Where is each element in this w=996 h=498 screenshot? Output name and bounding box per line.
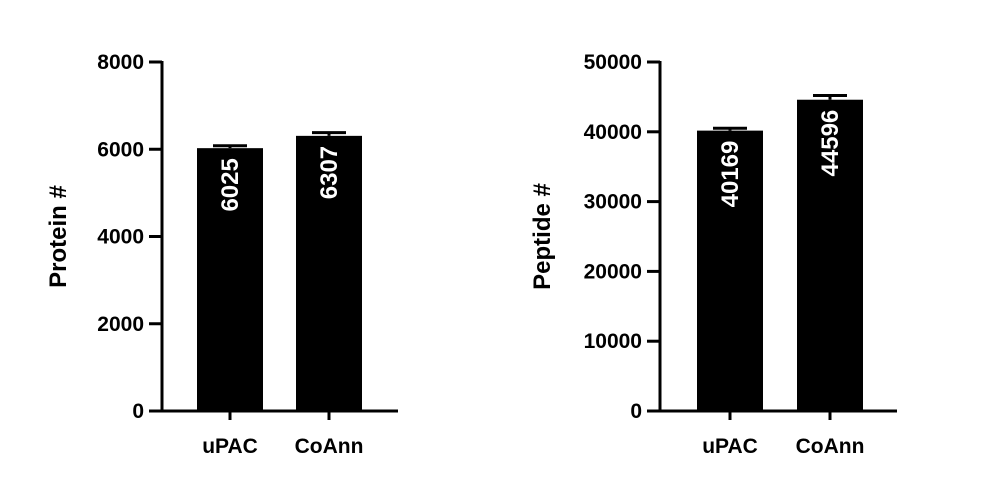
y-tick-label: 10000 [584,330,642,353]
y-tick-label: 2000 [97,313,144,336]
bar-value-label: 40169 [717,141,744,208]
bar-value-label: 6307 [316,146,343,199]
x-tick-label: uPAC [202,435,258,458]
y-tick-label: 20000 [584,260,642,283]
x-tick-label: CoAnn [295,435,364,458]
bar [697,130,763,412]
bar [197,148,263,412]
x-tick-label: CoAnn [796,435,865,458]
y-tick-label: 50000 [584,51,642,74]
y-tick-label: 30000 [584,191,642,214]
bar-value-label: 6025 [217,158,244,211]
y-tick-label: 6000 [97,138,144,161]
y-tick-label: 8000 [97,51,144,74]
y-tick-label: 0 [132,400,144,423]
bar-value-label: 44596 [817,110,844,177]
y-tick-label: 40000 [584,121,642,144]
y-tick-label: 4000 [97,226,144,249]
y-axis-title: Protein # [45,185,72,288]
y-axis-title: Peptide # [529,183,556,290]
x-tick-label: uPAC [702,435,758,458]
y-tick-label: 0 [630,400,642,423]
bar [797,99,863,412]
bar [296,135,362,412]
